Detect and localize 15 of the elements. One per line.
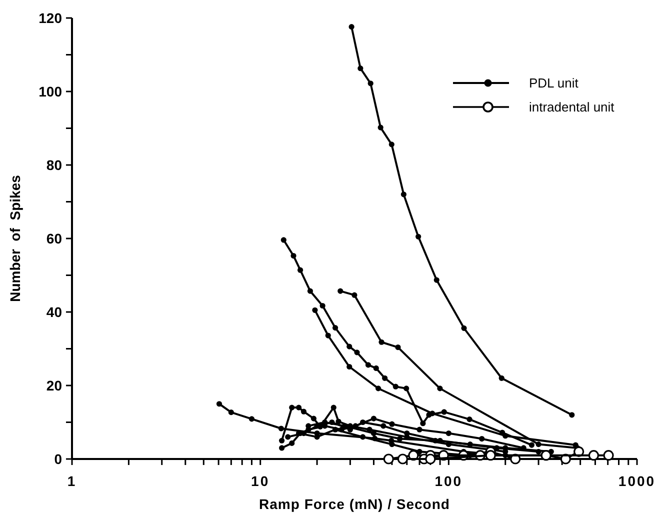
y-tick-label: 60 <box>46 230 62 246</box>
legend-label: intradental unit <box>529 100 615 115</box>
y-tick-label: 0 <box>54 450 62 467</box>
y-tick-label: 40 <box>46 304 62 320</box>
x-tick-label: 1000 <box>618 473 656 489</box>
y-tick-label: 20 <box>46 377 62 394</box>
y-tick-label: 120 <box>38 10 62 26</box>
x-tick-label: 1 <box>67 473 77 489</box>
y-tick-label: 100 <box>38 83 62 100</box>
x-axis-title: Ramp Force (mN) / Second <box>259 496 450 512</box>
x-tick-label: 10 <box>251 473 270 489</box>
x-tick-label: 100 <box>434 473 463 489</box>
y-axis-title: Number of Spikes <box>7 174 23 302</box>
legend-label: PDL unit <box>529 76 579 91</box>
y-tick-label: 80 <box>46 156 62 173</box>
